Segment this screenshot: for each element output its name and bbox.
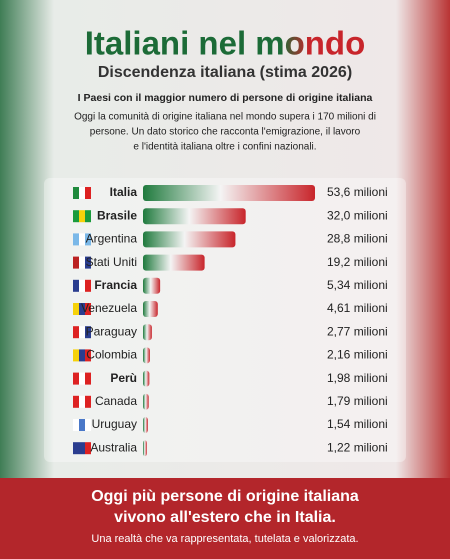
country-label: Venezuela	[81, 301, 137, 315]
value-label: 1,79 milioni	[327, 394, 388, 408]
country-label: Paraguay	[86, 324, 137, 338]
bar	[143, 208, 246, 225]
flag	[85, 442, 91, 455]
flag	[73, 256, 79, 269]
intro-line: persone. Un dato storico che racconta l'…	[90, 127, 361, 138]
flag	[85, 349, 91, 362]
flag	[85, 256, 91, 269]
value-label: 53,6 milioni	[327, 185, 388, 199]
bar	[143, 347, 150, 364]
value-label: 5,34 milioni	[327, 278, 388, 292]
footer-note: Una realtà che va rappresentata, tutelat…	[91, 533, 358, 545]
intro-line: Oggi la comunità di origine italiana nel…	[74, 112, 376, 123]
country-label: Brasile	[97, 208, 137, 222]
bar	[143, 324, 152, 341]
bar	[143, 370, 150, 387]
title: Italiani nel mondo	[85, 25, 366, 62]
flag	[73, 326, 79, 339]
country-label: Uruguay	[92, 417, 137, 431]
flag	[73, 303, 79, 315]
flag	[73, 349, 79, 362]
flag	[85, 303, 91, 315]
bar	[143, 254, 205, 271]
country-label: Canada	[95, 394, 137, 408]
flag	[79, 233, 85, 246]
flag	[85, 210, 91, 223]
flag	[79, 279, 85, 292]
value-label: 1,54 milioni	[327, 417, 388, 431]
subtitle: Discendenza italiana (stima 2026)	[98, 64, 352, 81]
footer-line: Oggi più persone di origine italiana	[91, 488, 359, 505]
footer-line: vivono all'estero che in Italia.	[114, 509, 336, 526]
flag	[79, 256, 85, 269]
bar	[143, 231, 236, 248]
flag	[85, 419, 91, 431]
flag	[85, 395, 91, 408]
country-label: Italia	[110, 185, 138, 199]
value-label: 32,0 milioni	[327, 208, 388, 222]
bar	[143, 277, 161, 294]
panel	[44, 178, 406, 462]
flag	[79, 442, 85, 455]
country-label: Colombia	[86, 348, 137, 362]
country-label: Perù	[110, 371, 137, 385]
country-label: Stati Uniti	[86, 255, 137, 269]
flag	[73, 372, 79, 385]
flag	[85, 326, 91, 339]
value-label: 4,61 milioni	[327, 301, 388, 315]
country-label: Australia	[90, 440, 137, 454]
value-label: 1,98 milioni	[327, 371, 388, 385]
country-label: Francia	[94, 278, 137, 292]
flag	[85, 372, 91, 385]
flag	[73, 419, 79, 431]
value-label: 28,8 milioni	[327, 232, 388, 246]
flag	[79, 419, 85, 431]
flag	[79, 210, 85, 223]
flag	[73, 187, 79, 199]
flag	[79, 187, 85, 199]
intro-line: e l'identità italiana oltre i confini na…	[133, 142, 316, 153]
bar	[143, 185, 315, 201]
flag	[85, 187, 91, 199]
flag	[85, 233, 91, 246]
intro-heading: I Paesi con il maggior numero di persone…	[78, 92, 373, 104]
country-label: Argentina	[86, 232, 138, 246]
value-label: 1,22 milioni	[327, 440, 388, 454]
bar	[143, 417, 148, 433]
flag	[79, 395, 85, 408]
flag	[85, 279, 91, 292]
flag	[73, 279, 79, 292]
bar	[143, 440, 147, 457]
flag	[73, 210, 79, 223]
flag	[79, 326, 85, 339]
value-label: 2,16 milioni	[327, 348, 388, 362]
flag	[73, 442, 79, 455]
bar	[143, 393, 149, 410]
flag	[73, 233, 79, 246]
flag	[79, 303, 85, 315]
flag	[79, 349, 85, 362]
flag	[79, 372, 85, 385]
footer-band	[0, 478, 450, 559]
bar	[143, 301, 158, 317]
flag	[73, 395, 79, 408]
value-label: 2,77 milioni	[327, 324, 388, 338]
value-label: 19,2 milioni	[327, 255, 388, 269]
